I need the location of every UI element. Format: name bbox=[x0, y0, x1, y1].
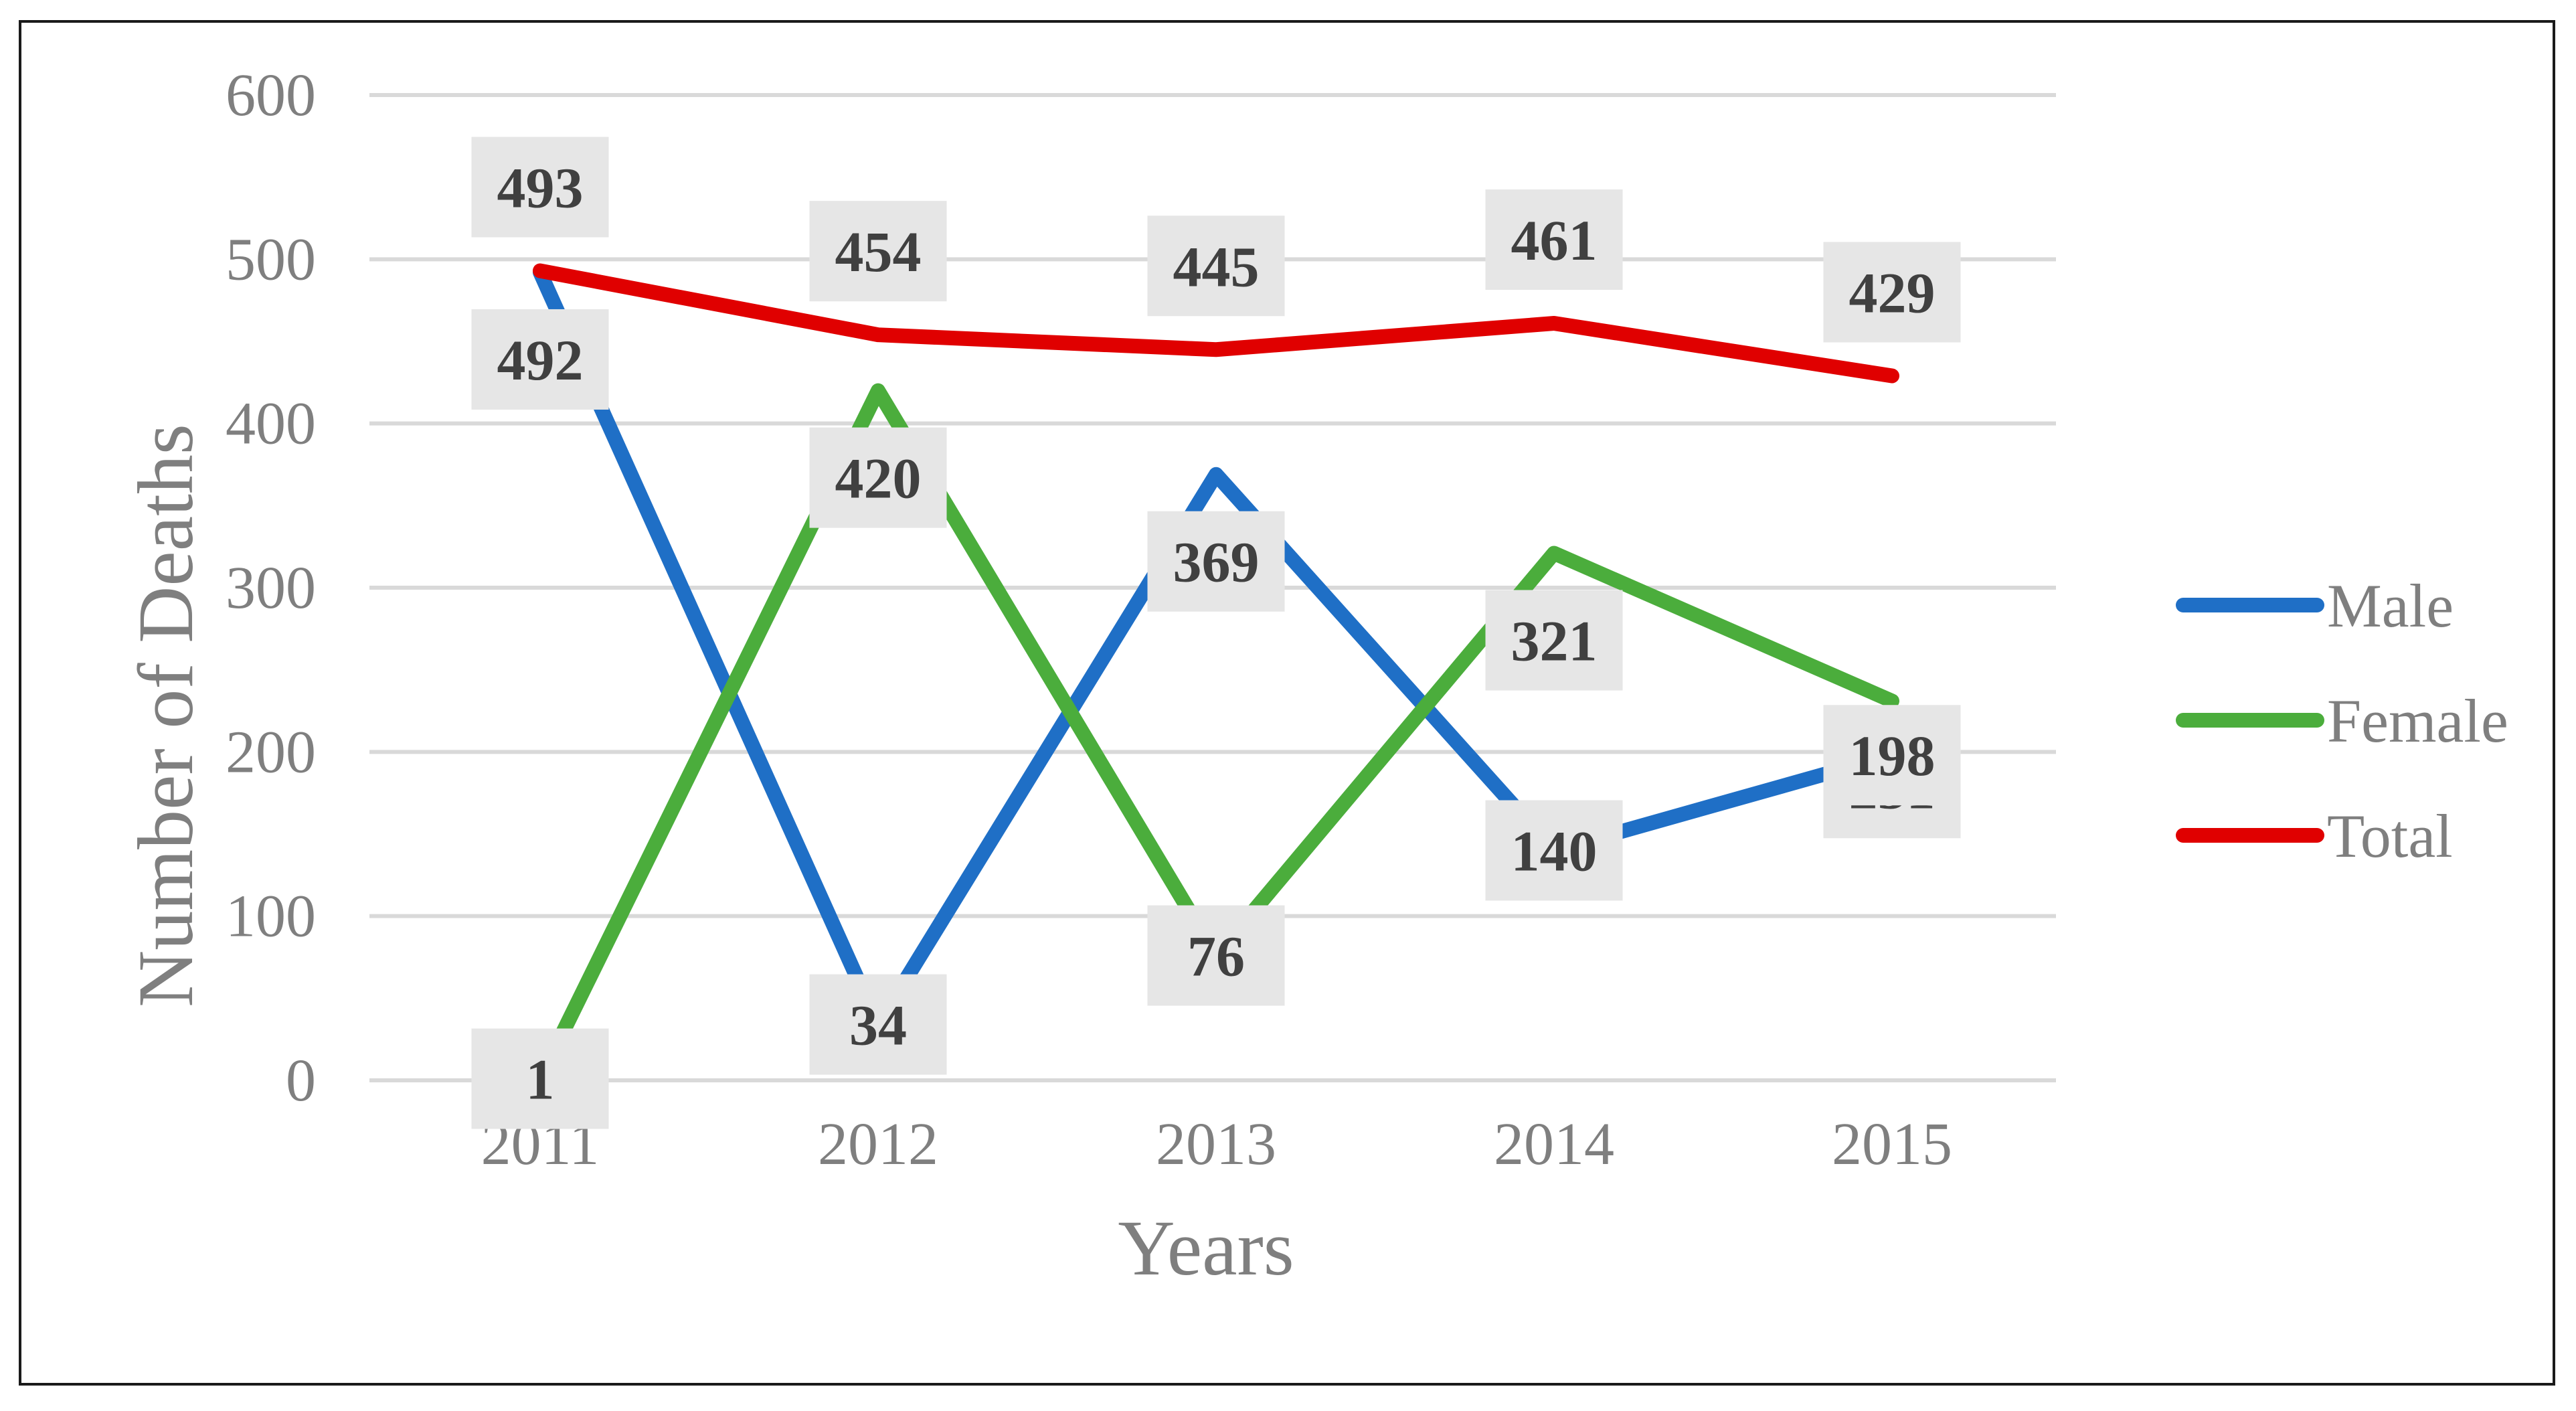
x-axis-ticks: 2011 2012 2013 2014 2015 bbox=[481, 1111, 1952, 1177]
data-label-male-2012: 34 bbox=[809, 974, 947, 1075]
data-label-male-2014: 140 bbox=[1485, 800, 1623, 901]
data-label-value: 454 bbox=[835, 220, 922, 284]
data-label-value: 76 bbox=[1187, 924, 1245, 989]
data-label-box bbox=[809, 427, 947, 528]
legend-label: Total bbox=[2327, 802, 2453, 870]
data-label-box bbox=[1147, 905, 1285, 1006]
data-label-box bbox=[1147, 511, 1285, 612]
chart-frame: 0 100 200 300 400 500 600 2011 2012 2013 2014 2015… bbox=[19, 20, 2555, 1386]
x-axis-title: Years bbox=[1118, 1204, 1294, 1292]
series-line-total bbox=[533, 263, 1899, 384]
data-label-total-2013: 445 bbox=[1147, 216, 1285, 317]
data-label-value: 198 bbox=[1849, 724, 1936, 788]
data-label-box bbox=[471, 309, 609, 410]
y-tick-label-500: 500 bbox=[226, 226, 316, 293]
data-label-value: 445 bbox=[1173, 234, 1260, 299]
data-label-value: 492 bbox=[497, 328, 584, 392]
data-label-box bbox=[1485, 800, 1623, 901]
data-label-value: 420 bbox=[835, 446, 922, 511]
data-label-total-2015: 429 bbox=[1823, 242, 1961, 343]
data-label-female-2014: 321 bbox=[1485, 590, 1623, 691]
legend-item-female: Female bbox=[2176, 687, 2508, 755]
data-label-value: 321 bbox=[1511, 608, 1598, 673]
data-labels: 4934921454420344453697646132114042923119… bbox=[471, 137, 1961, 1129]
data-label-male-2015: 198 bbox=[1823, 705, 1961, 806]
x-tick-label-2014: 2014 bbox=[1494, 1111, 1614, 1177]
legend: Male Female Total bbox=[2176, 572, 2508, 870]
data-label-box bbox=[1485, 189, 1623, 290]
data-label-box bbox=[471, 1028, 609, 1129]
data-label-box bbox=[809, 201, 947, 302]
y-tick-label-600: 600 bbox=[226, 62, 316, 129]
data-label-total-2012: 454 bbox=[809, 201, 947, 302]
data-label-female-2011: 1 bbox=[471, 1028, 609, 1129]
data-label-box bbox=[809, 974, 947, 1075]
legend-item-total: Total bbox=[2176, 802, 2453, 870]
legend-label: Female bbox=[2327, 687, 2508, 755]
data-label-total-2014: 461 bbox=[1485, 189, 1623, 290]
x-tick-label-2015: 2015 bbox=[1832, 1111, 1952, 1177]
data-label-value: 461 bbox=[1511, 208, 1598, 272]
y-axis-title: Number of Deaths bbox=[122, 424, 209, 1007]
data-label-box bbox=[471, 137, 609, 238]
data-label-box bbox=[1147, 216, 1285, 317]
data-label-value: 1 bbox=[526, 1048, 555, 1112]
data-label-female-2012: 420 bbox=[809, 427, 947, 528]
data-label-male-2011: 492 bbox=[471, 309, 609, 410]
data-label-male-2013: 369 bbox=[1147, 511, 1285, 612]
data-label-female-2013: 76 bbox=[1147, 905, 1285, 1006]
data-label-box bbox=[1823, 242, 1961, 343]
y-tick-label-400: 400 bbox=[226, 391, 316, 457]
data-label-value: 34 bbox=[849, 993, 907, 1058]
legend-item-male: Male bbox=[2176, 572, 2454, 640]
y-tick-label-200: 200 bbox=[226, 719, 316, 785]
data-label-value: 140 bbox=[1511, 819, 1598, 884]
y-tick-label-100: 100 bbox=[226, 884, 316, 950]
x-tick-label-2012: 2012 bbox=[818, 1111, 938, 1177]
data-label-value: 429 bbox=[1849, 261, 1936, 325]
data-label-value: 369 bbox=[1173, 530, 1260, 594]
series-line-male bbox=[533, 264, 1899, 1032]
legend-label: Male bbox=[2327, 572, 2454, 640]
data-label-value: 493 bbox=[497, 156, 584, 220]
y-axis-ticks: 0 100 200 300 400 500 600 bbox=[226, 62, 316, 1114]
x-tick-label-2013: 2013 bbox=[1156, 1111, 1276, 1177]
y-tick-label-0: 0 bbox=[286, 1048, 316, 1114]
data-label-box bbox=[1485, 590, 1623, 691]
data-label-box bbox=[1823, 705, 1961, 806]
y-tick-label-300: 300 bbox=[226, 555, 316, 621]
data-label-total-2011: 493 bbox=[471, 137, 609, 238]
